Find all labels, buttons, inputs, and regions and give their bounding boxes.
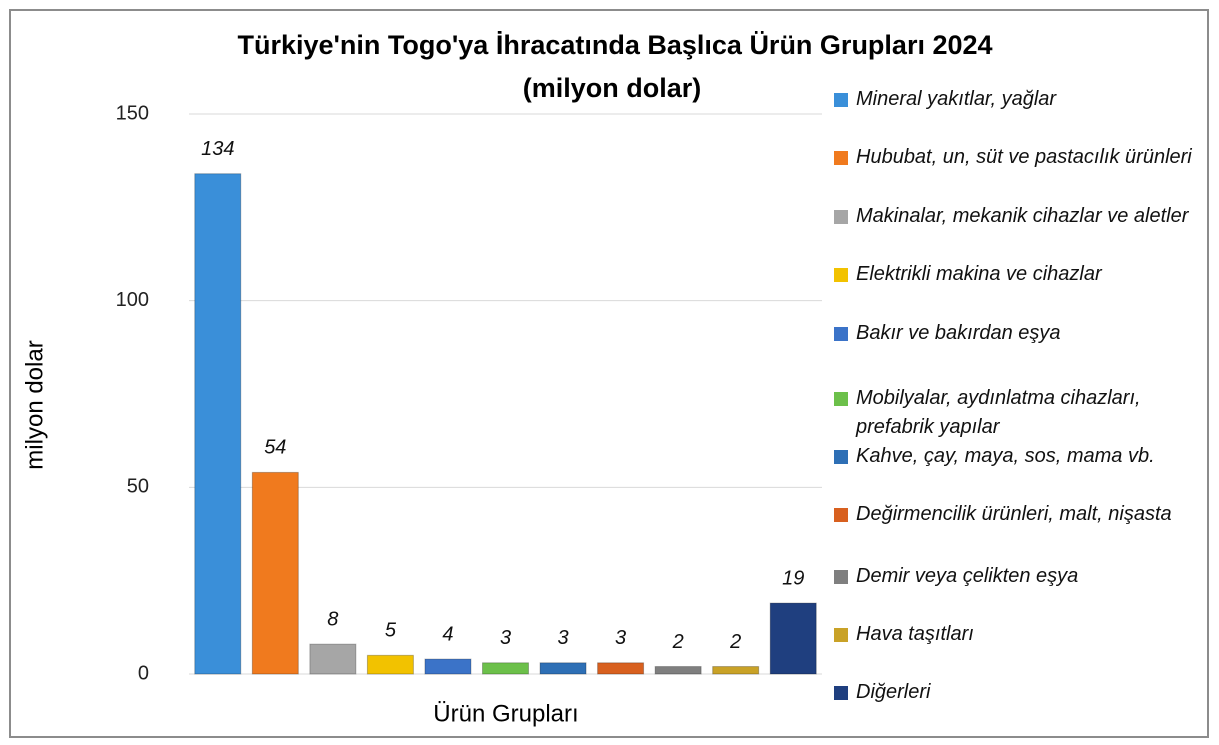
legend-swatch: [834, 570, 848, 584]
bar: [539, 662, 587, 675]
legend-item: Kahve, çay, maya, sos, mama vb.: [832, 442, 1217, 471]
bar: [597, 662, 645, 675]
data-label: 19: [782, 567, 804, 589]
data-label: 4: [442, 623, 453, 645]
legend-swatch: [834, 327, 848, 341]
bar: [366, 654, 414, 675]
legend-swatch: [834, 151, 848, 165]
legend-item: Hububat, un, süt ve pastacılık ürünleri: [832, 143, 1217, 172]
legend-item: Mineral yakıtlar, yağlar: [832, 85, 1217, 114]
data-label: 134: [201, 138, 234, 160]
legend-label: Bakır ve bakırdan eşya: [856, 322, 1061, 344]
bar: [251, 471, 299, 675]
legend-swatch: [834, 93, 848, 107]
legend-item: Diğerleri: [832, 678, 1217, 707]
bar: [309, 643, 357, 675]
y-tick-label: 150: [116, 102, 149, 124]
legend-label: Mineral yakıtlar, yağlar: [856, 88, 1057, 110]
legend-label: Demir veya çelikten eşya: [856, 565, 1079, 587]
legend-item: Bakır ve bakırdan eşya: [832, 319, 1217, 348]
legend-label: Hububat, un, süt ve pastacılık ürünleri: [856, 146, 1192, 168]
data-label: 3: [500, 627, 511, 649]
data-label: 8: [327, 608, 338, 630]
data-label: 5: [385, 620, 397, 642]
bar: [424, 658, 472, 675]
data-label: 3: [557, 627, 568, 649]
bar: [769, 602, 817, 675]
legend-item: Mobilyalar, aydınlatma cihazları, prefab…: [832, 384, 1217, 442]
legend-swatch: [834, 268, 848, 282]
legend-swatch: [834, 628, 848, 642]
legend-item: Elektrikli makina ve cihazlar: [832, 260, 1217, 289]
legend-label: Diğerleri: [856, 681, 931, 703]
legend-label: Makinalar, mekanik cihazlar ve aletler: [856, 205, 1189, 227]
data-label: 2: [672, 631, 684, 653]
legend-swatch: [834, 210, 848, 224]
legend-item: Demir veya çelikten eşya: [832, 562, 1217, 591]
data-label: 2: [729, 631, 741, 653]
y-tick-label: 100: [116, 289, 149, 311]
bar: [712, 666, 760, 675]
chart-subtitle: (milyon dolar): [523, 73, 702, 103]
legend-swatch: [834, 392, 848, 406]
y-tick-label: 0: [138, 662, 149, 684]
legend-swatch: [834, 686, 848, 700]
legend-label: Elektrikli makina ve cihazlar: [856, 263, 1102, 285]
legend-item: Hava taşıtları: [832, 620, 1217, 649]
y-axis-label: milyon dolar: [21, 340, 48, 469]
data-label: 3: [615, 627, 626, 649]
bar: [194, 173, 242, 675]
legend-swatch: [834, 508, 848, 522]
legend-item: Değirmencilik ürünleri, malt, nişasta: [832, 500, 1217, 529]
legend-label: Mobilyalar, aydınlatma cihazları, prefab…: [856, 387, 1141, 438]
bar: [482, 662, 529, 675]
legend-label: Kahve, çay, maya, sos, mama vb.: [856, 445, 1155, 467]
x-axis-label: Ürün Grupları: [433, 700, 578, 727]
bar: [654, 666, 702, 675]
legend-label: Değirmencilik ürünleri, malt, nişasta: [856, 503, 1172, 525]
legend-label: Hava taşıtları: [856, 623, 974, 645]
data-label: 54: [264, 437, 286, 459]
legend-item: Makinalar, mekanik cihazlar ve aletler: [832, 202, 1217, 231]
legend-swatch: [834, 450, 848, 464]
chart-title: Türkiye'nin Togo'ya İhracatında Başlıca …: [237, 30, 992, 60]
y-tick-label: 50: [127, 476, 149, 498]
